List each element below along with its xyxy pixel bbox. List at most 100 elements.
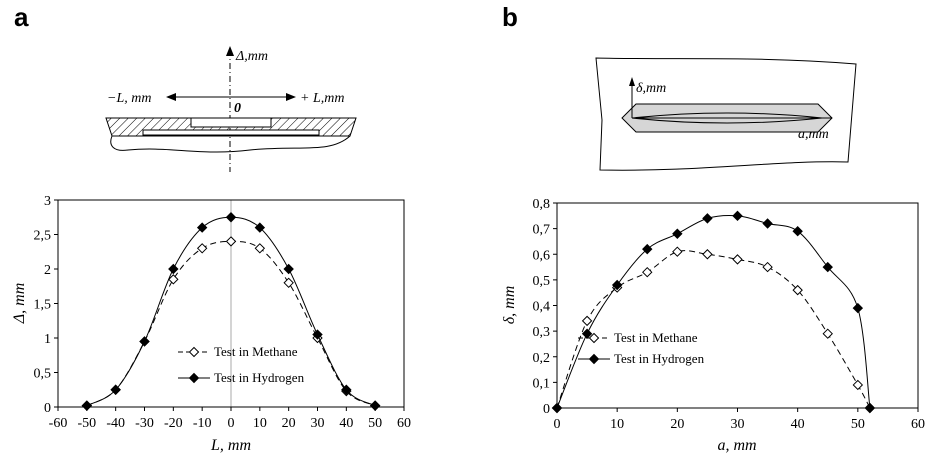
chart-b-series-methane-point xyxy=(672,246,683,257)
chart-a-series-hydrogen-point xyxy=(168,263,179,275)
chart-a-xtick-label: -60 xyxy=(49,416,68,431)
sketch-a-pos-label: + L,mm xyxy=(300,91,344,106)
chart-b-ytick-label: 0,6 xyxy=(533,248,551,263)
chart-b-series-hydrogen-point xyxy=(642,243,653,255)
chart-b-plot-area xyxy=(556,202,919,409)
chart-b-legend: Test in Methane Test in Hydrogen xyxy=(578,330,705,366)
chart-a-xtick-label: 40 xyxy=(339,416,353,431)
chart-b-series-methane-point xyxy=(732,254,743,265)
chart-b-series-methane-point xyxy=(762,261,773,273)
chart-b-ytick-label: 0,3 xyxy=(533,325,551,340)
chart-b-xtick-label: 20 xyxy=(670,417,684,432)
sketch-a-up-arrow xyxy=(226,46,234,56)
chart-b-ytick-label: 0,5 xyxy=(533,274,551,289)
chart-b-ytick-label: 0,7 xyxy=(533,223,551,238)
chart-a: -60 -50 -40 -30 -20 -10 0 10 20 30 40 50 60 0 0,5 1 1,5 2… xyxy=(11,194,411,454)
chart-b-legend-methane-marker xyxy=(588,332,600,344)
chart-b-series-methane-point xyxy=(852,379,864,391)
chart-a-series-hydrogen-point xyxy=(341,384,352,395)
chart-b-ytick-label: 0,8 xyxy=(533,197,551,212)
chart-b-xtick-label: 40 xyxy=(791,417,805,432)
chart-a-xtick-label: -50 xyxy=(77,416,96,431)
chart-b-series-methane-point xyxy=(702,249,713,260)
chart-b-ytick-label: 0 xyxy=(543,402,550,417)
chart-b-series-methane-line xyxy=(556,250,871,409)
chart-a-series-hydrogen-point xyxy=(110,384,121,395)
chart-a-xtick-label: -10 xyxy=(193,416,212,431)
chart-a-series-methane-point xyxy=(283,277,294,289)
chart-a-legend: Test in Methane Test in Hydrogen xyxy=(178,344,305,385)
sketch-a-defect xyxy=(190,117,272,128)
chart-a-xtick-label: -30 xyxy=(135,416,154,431)
sketch-a: Δ,mm −L, mm + L,mm 0 xyxy=(105,46,357,172)
chart-a-xlabel: L, mm xyxy=(210,437,251,454)
chart-b-series-methane-point xyxy=(792,284,803,296)
chart-a-xtick-label: 30 xyxy=(311,416,325,431)
sketch-a-inner-layer xyxy=(142,129,320,136)
chart-b-series-hydrogen-point xyxy=(672,228,683,239)
chart-a-series-hydrogen-point xyxy=(196,222,208,233)
sketch-b-up-arrow xyxy=(629,77,635,86)
chart-a-ytick-label: 2,5 xyxy=(34,229,52,244)
chart-b-series-hydrogen-point xyxy=(822,261,833,273)
sketch-b: δ,mm a,mm xyxy=(595,57,857,171)
chart-a-series-methane-point xyxy=(168,274,179,285)
sketch-b-delta-label: δ,mm xyxy=(636,81,666,96)
sketch-b-a-label: a,mm xyxy=(798,127,829,142)
panel-letter-a: a xyxy=(14,2,29,32)
chart-a-ytick-label: 1 xyxy=(44,332,51,347)
chart-a-series-methane-point xyxy=(196,243,208,254)
chart-b-series-hydrogen-line xyxy=(556,214,871,409)
chart-a-series-hydrogen-point xyxy=(139,336,150,347)
chart-a-ytick-label: 2 xyxy=(44,263,51,278)
chart-a-series-hydrogen-point xyxy=(254,222,266,233)
chart-b-xtick-label: 30 xyxy=(731,417,745,432)
chart-b-series-methane-point xyxy=(822,328,833,339)
chart-b-xtick-label: 10 xyxy=(610,417,624,432)
chart-b-series-methane-point xyxy=(581,315,593,327)
chart-a-xtick-label: 20 xyxy=(282,416,296,431)
chart-a-ytick-label: 0 xyxy=(44,401,51,416)
chart-a-ytick-label: 0,5 xyxy=(34,367,52,382)
chart-a-ylabel: Δ, mm xyxy=(11,283,28,325)
chart-b-xlabel: a, mm xyxy=(717,437,756,454)
chart-b-series-hydrogen-point xyxy=(792,225,803,237)
sketch-a-left-arrow xyxy=(166,93,176,101)
sketch-a-bottom-outline xyxy=(110,135,351,153)
chart-a-series-methane-point xyxy=(225,236,237,247)
chart-a-legend-methane-marker xyxy=(188,346,200,358)
sketch-a-origin-label: 0 xyxy=(234,101,241,116)
chart-a-xtick-label: -20 xyxy=(164,416,183,431)
chart-b-ytick-label: 0,2 xyxy=(533,351,551,366)
sketch-a-right-arrow xyxy=(286,93,296,101)
chart-b-xtick-label: 60 xyxy=(911,417,925,432)
chart-a-legend-methane: Test in Methane xyxy=(214,344,298,359)
chart-a-xtick-label: 0 xyxy=(228,416,235,431)
chart-b-series-hydrogen-point xyxy=(852,302,864,314)
chart-b-series-hydrogen-point xyxy=(762,218,773,229)
chart-b-ylabel: δ, mm xyxy=(501,286,518,325)
chart-b-legend-methane: Test in Methane xyxy=(614,330,698,345)
chart-a-xtick-label: -40 xyxy=(106,416,125,431)
chart-a-ytick-label: 1,5 xyxy=(34,298,52,313)
chart-b: 0 10 20 30 40 50 60 0 0,1 0,2 0,3 0,4 0,5 0,6 0,7 0,8 a… xyxy=(501,197,925,454)
chart-a-xtick-label: 60 xyxy=(397,416,411,431)
chart-b-ytick-label: 0,4 xyxy=(533,300,551,315)
chart-a-series-hydrogen-point xyxy=(225,212,237,223)
chart-b-xtick-label: 50 xyxy=(851,417,865,432)
chart-a-series-methane-point xyxy=(254,243,266,254)
chart-a-xtick-label: 50 xyxy=(368,416,382,431)
chart-a-ytick-label: 3 xyxy=(44,194,51,209)
chart-a-series-hydrogen-point xyxy=(283,263,294,275)
chart-a-legend-hydrogen-marker xyxy=(188,372,200,384)
chart-a-xtick-label: 10 xyxy=(253,416,267,431)
chart-b-series-hydrogen-point xyxy=(611,279,623,291)
sketch-a-neg-label: −L, mm xyxy=(107,91,151,106)
chart-a-legend-hydrogen: Test in Hydrogen xyxy=(214,370,305,385)
chart-a-series-hydrogen-point xyxy=(312,329,323,340)
sketch-b-outline xyxy=(595,57,857,171)
chart-b-series-hydrogen-point xyxy=(702,213,713,224)
chart-b-series-hydrogen-point xyxy=(732,210,743,222)
chart-b-series-methane-point xyxy=(642,266,653,278)
